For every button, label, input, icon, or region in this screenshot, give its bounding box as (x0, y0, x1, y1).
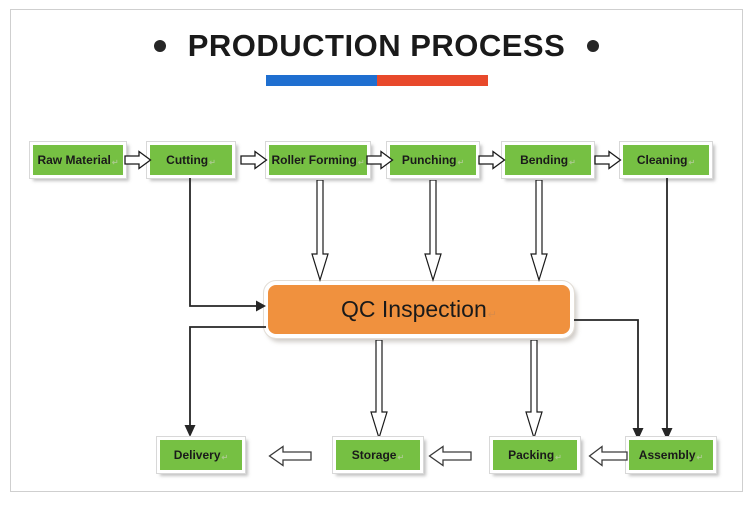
process-node-label: Bending (520, 153, 569, 167)
title-block: PRODUCTION PROCESS (0, 30, 753, 86)
process-node-label: Punching (401, 153, 457, 167)
bullet-dot-left-icon (153, 39, 166, 52)
paragraph-mark-icon: ↵ (696, 452, 704, 462)
arrow-bending-to-qc-icon (530, 180, 548, 282)
process-node-packing[interactable]: Packing ↵ (489, 436, 581, 474)
arrow-bending-to-cleaning-icon (594, 150, 622, 170)
arrow-roller-forming-to-punching-icon (366, 150, 394, 170)
process-node-label: Storage (351, 448, 397, 462)
paragraph-mark-icon: ↵ (111, 157, 119, 167)
title-underline-bar (265, 75, 488, 86)
process-node-assembly[interactable]: Assembly ↵ (625, 436, 717, 474)
arrow-cutting-to-roller-forming-icon (240, 150, 268, 170)
process-node-label: Roller Forming (271, 153, 357, 167)
arrow-qc-to-packing-icon (525, 340, 543, 440)
process-node-qc-inspection[interactable]: QC Inspection ↵ (263, 280, 575, 339)
arrow-assembly-to-packing-icon (588, 445, 628, 467)
arrow-raw-material-to-cutting-icon (124, 150, 152, 170)
arrow-packing-to-storage-icon (428, 445, 472, 467)
arrow-punching-to-bending-icon (478, 150, 506, 170)
process-node-label: Raw Material (37, 153, 111, 167)
paragraph-mark-icon: ↵ (569, 157, 576, 167)
title-underline-segment-orange (376, 75, 488, 86)
arrow-punching-to-qc-icon (424, 180, 442, 282)
process-node-raw-material[interactable]: Raw Material ↵ (29, 141, 127, 179)
arrow-qc-to-storage-icon (370, 340, 388, 440)
title-underline-segment-blue (265, 75, 377, 86)
process-node-label: Assembly (638, 448, 696, 462)
paragraph-mark-icon: ↵ (209, 157, 216, 167)
process-node-cutting[interactable]: Cutting ↵ (146, 141, 236, 179)
paragraph-mark-icon: ↵ (357, 157, 365, 167)
process-node-cleaning[interactable]: Cleaning ↵ (619, 141, 713, 179)
paragraph-mark-icon: ↵ (688, 157, 696, 167)
connector-cleaning-to-assembly (660, 178, 674, 440)
paragraph-mark-icon: ↵ (397, 452, 405, 462)
title-row: PRODUCTION PROCESS (0, 30, 753, 61)
process-node-storage[interactable]: Storage ↵ (332, 436, 424, 474)
process-node-delivery[interactable]: Delivery ↵ (156, 436, 246, 474)
connector-qc-to-delivery (184, 325, 270, 437)
arrow-storage-to-delivery-icon (268, 445, 312, 467)
process-node-label: Cutting (166, 153, 209, 167)
process-node-roller-forming[interactable]: Roller Forming ↵ (265, 141, 371, 179)
process-node-label: Delivery (173, 448, 221, 462)
paragraph-mark-icon: ↵ (555, 452, 562, 462)
process-node-label: Packing (508, 448, 555, 462)
process-node-label: Cleaning (636, 153, 688, 167)
bullet-dot-right-icon (587, 39, 600, 52)
process-node-punching[interactable]: Punching ↵ (386, 141, 480, 179)
paragraph-mark-icon: ↵ (221, 452, 229, 462)
process-node-label: QC Inspection (341, 296, 487, 322)
connector-qc-to-assembly (574, 318, 654, 440)
connector-cutting-to-qc (188, 178, 270, 312)
page-title: PRODUCTION PROCESS (187, 28, 566, 63)
paragraph-mark-icon: ↵ (457, 157, 465, 167)
paragraph-mark-icon: ↵ (487, 309, 497, 321)
process-node-bending[interactable]: Bending ↵ (501, 141, 595, 179)
arrow-roller-forming-to-qc-icon (311, 180, 329, 282)
